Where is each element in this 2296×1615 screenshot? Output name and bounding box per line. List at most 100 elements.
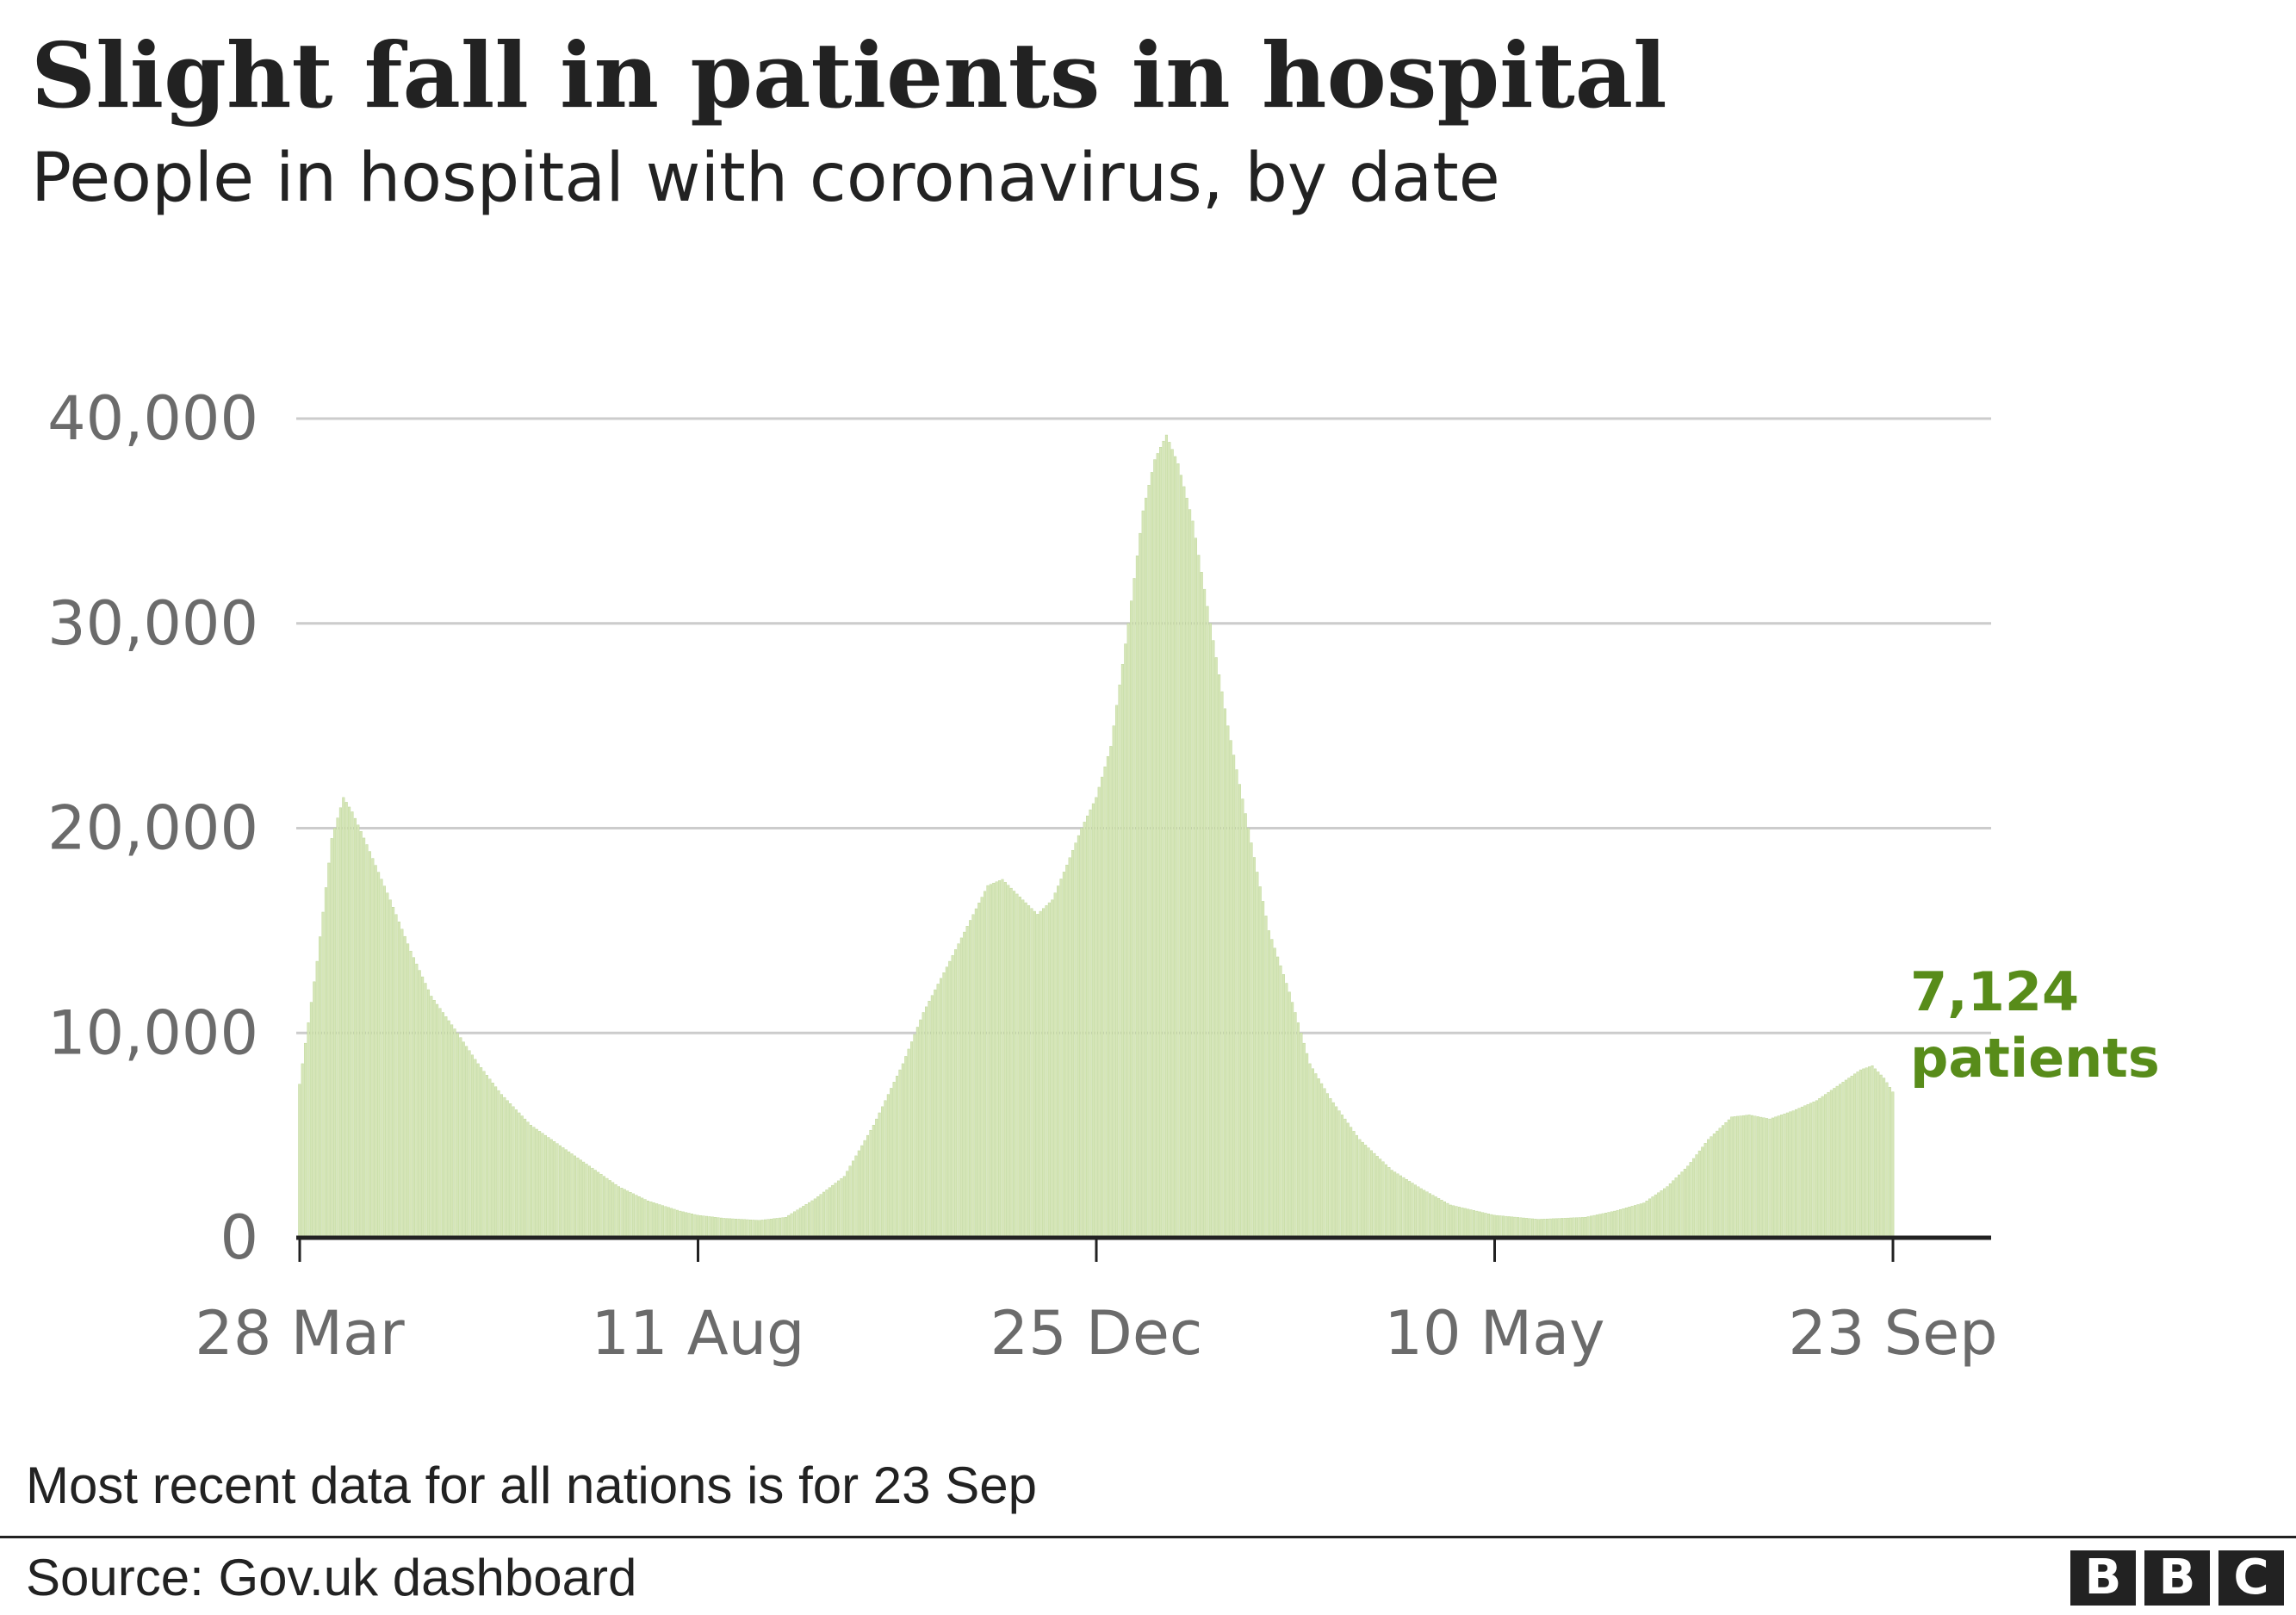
- bar: [1461, 1207, 1464, 1239]
- bar: [1457, 1207, 1461, 1239]
- bar: [412, 957, 415, 1239]
- bar: [1654, 1194, 1657, 1239]
- bar: [984, 891, 987, 1239]
- bar: [977, 903, 981, 1239]
- bar: [790, 1213, 793, 1239]
- bar: [1651, 1196, 1654, 1239]
- bar: [1785, 1112, 1789, 1239]
- bar: [488, 1078, 492, 1239]
- bar: [804, 1204, 808, 1239]
- bar: [1789, 1111, 1792, 1239]
- bar: [784, 1217, 787, 1239]
- bar: [608, 1180, 611, 1239]
- bar: [1168, 442, 1171, 1239]
- bar: [1361, 1141, 1364, 1239]
- bar: [1302, 1042, 1306, 1239]
- bar: [919, 1019, 922, 1239]
- bar: [1241, 798, 1244, 1239]
- bar: [708, 1216, 711, 1239]
- bar: [846, 1171, 849, 1239]
- bar: [1130, 600, 1133, 1239]
- bar: [1478, 1211, 1481, 1239]
- bar: [605, 1177, 609, 1239]
- bar: [974, 908, 977, 1239]
- bar: [1873, 1068, 1877, 1239]
- bar: [394, 914, 398, 1239]
- bar: [1666, 1186, 1669, 1239]
- bar: [368, 851, 371, 1239]
- logo-letter: C: [2218, 1550, 2284, 1606]
- y-tick-label: 10,000: [47, 997, 258, 1068]
- bar: [1660, 1190, 1663, 1239]
- bar: [1829, 1090, 1833, 1239]
- bar: [568, 1151, 571, 1239]
- bar: [1162, 440, 1165, 1239]
- bar: [485, 1075, 488, 1239]
- bar: [687, 1213, 691, 1239]
- bar: [828, 1187, 831, 1239]
- bar: [397, 921, 400, 1239]
- bar: [579, 1159, 582, 1239]
- bar: [1818, 1098, 1821, 1239]
- bar: [1636, 1204, 1640, 1239]
- bar: [520, 1115, 524, 1239]
- bar: [963, 931, 966, 1239]
- bar: [570, 1153, 574, 1239]
- bar: [593, 1170, 597, 1239]
- bar: [1126, 623, 1130, 1239]
- bar: [775, 1218, 779, 1239]
- bar: [1112, 725, 1115, 1239]
- bar: [1835, 1085, 1839, 1239]
- bar: [500, 1094, 503, 1239]
- bar: [1501, 1215, 1505, 1239]
- bar: [327, 862, 331, 1239]
- x-axis: [296, 1235, 1991, 1262]
- bar: [1306, 1053, 1309, 1239]
- bar: [1783, 1113, 1786, 1239]
- bar: [388, 899, 392, 1239]
- bar: [1542, 1219, 1546, 1239]
- bar: [1739, 1115, 1742, 1239]
- bar: [1337, 1110, 1341, 1239]
- bar: [1132, 578, 1136, 1239]
- bar: [1592, 1214, 1596, 1239]
- x-tick-label: 11 Aug: [591, 1298, 804, 1369]
- source-credit: Source: Gov.uk dashboard: [26, 1549, 637, 1606]
- bar: [1888, 1087, 1891, 1239]
- bbc-logo: B B C: [2070, 1550, 2284, 1606]
- bar: [509, 1103, 512, 1239]
- annotation-value: 7,124: [1910, 960, 2079, 1023]
- bar: [599, 1174, 603, 1239]
- bar: [796, 1209, 799, 1239]
- bar: [301, 1063, 304, 1239]
- bar: [704, 1215, 709, 1239]
- bar: [763, 1219, 767, 1239]
- bar: [822, 1191, 826, 1239]
- bar: [1689, 1162, 1692, 1239]
- bar: [351, 811, 354, 1239]
- bar: [406, 943, 410, 1239]
- bar: [1753, 1115, 1757, 1239]
- bar: [1270, 939, 1274, 1239]
- bar: [415, 963, 419, 1239]
- bar: [1229, 740, 1232, 1239]
- bar: [881, 1106, 884, 1239]
- bar: [748, 1219, 753, 1239]
- bar: [834, 1183, 837, 1239]
- bar: [430, 996, 433, 1239]
- bar: [1674, 1177, 1678, 1239]
- bar: [866, 1134, 870, 1239]
- bar: [482, 1071, 486, 1239]
- bar: [1164, 434, 1168, 1239]
- bar: [854, 1155, 858, 1239]
- bar: [1642, 1202, 1646, 1239]
- bar: [1741, 1115, 1745, 1239]
- bar: [1891, 1091, 1895, 1239]
- bar: [936, 984, 940, 1239]
- bar: [336, 817, 339, 1239]
- bar: [382, 885, 386, 1239]
- bar: [1557, 1218, 1561, 1239]
- bar: [758, 1220, 761, 1239]
- bar: [1630, 1206, 1634, 1239]
- bar: [886, 1094, 890, 1239]
